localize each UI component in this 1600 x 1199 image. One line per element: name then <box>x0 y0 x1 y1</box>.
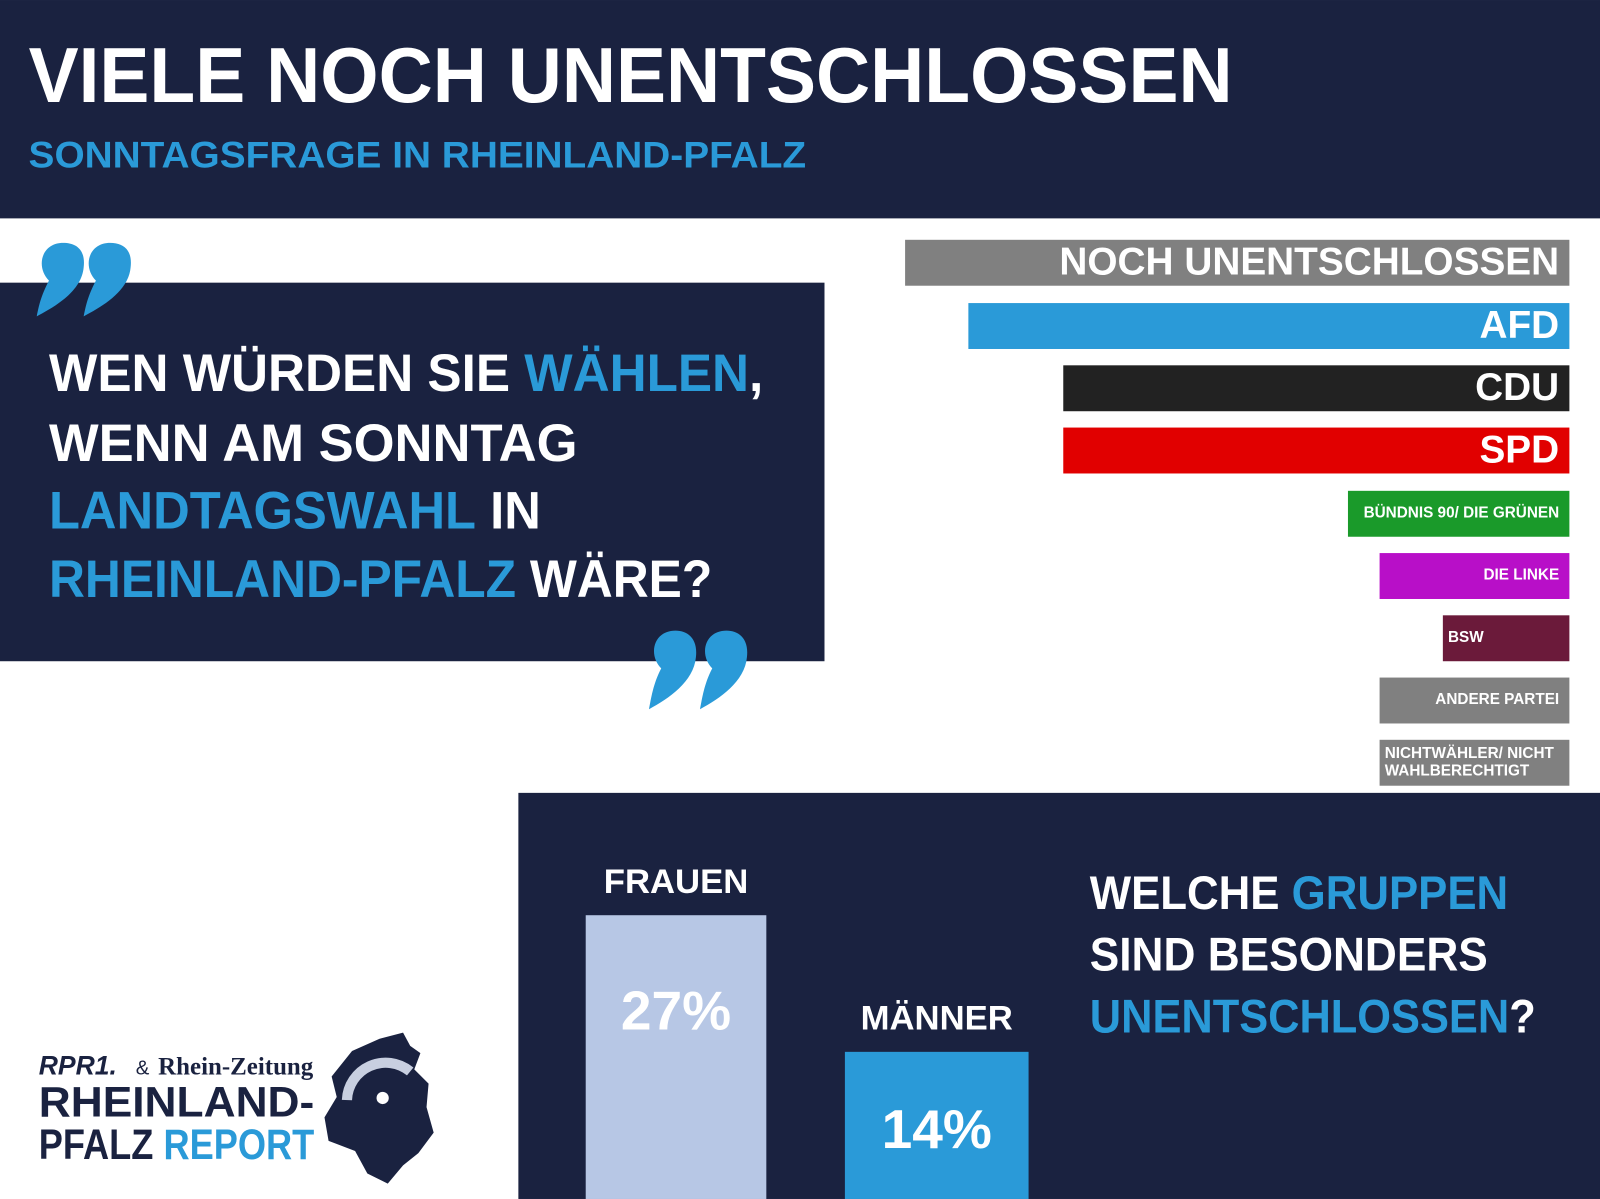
question-line-part: , <box>749 344 763 403</box>
bar-label-box: BSW <box>1447 628 1484 647</box>
quote-close <box>648 630 748 710</box>
groups-title-line-part: UNENTSCHLOSSEN <box>1090 991 1509 1043</box>
bar-label: SPD <box>1479 428 1560 472</box>
bar <box>968 303 1570 349</box>
question-line-part: LANDTAGSWAHL <box>49 482 476 541</box>
bar <box>585 915 767 1199</box>
logo-part: REPORT <box>163 1121 314 1169</box>
bar-label: ANDERE PARTEI <box>1435 691 1560 709</box>
bar-label-box: BÜNDNIS 90/ DIE GRÜNEN <box>1363 504 1560 522</box>
header <box>0 0 1600 219</box>
logo-line: RHEINLAND- <box>39 1078 315 1126</box>
bar-label: DIE LINKE <box>1483 566 1560 584</box>
bar-label-box: NICHTWÄHLER/ NICHT WAHLBERECHTIGT <box>1384 744 1554 780</box>
question-line-part: WENN AM SONNTAG <box>49 414 578 473</box>
quote-open <box>36 242 131 317</box>
category-label: MÄNNER <box>861 999 1013 1037</box>
title: VIELE NOCH UNENTSCHLOSSEN <box>29 33 1233 119</box>
bar <box>1379 553 1570 599</box>
bar <box>1347 490 1570 537</box>
question-line-part: WÄHLEN <box>524 344 749 403</box>
groups-title-line-part: WELCHE <box>1090 867 1292 919</box>
groups-title-line: WELCHE GRUPPEN <box>1090 867 1508 919</box>
groups-title-line-part: ? <box>1509 991 1536 1043</box>
bar <box>1063 365 1570 412</box>
question-line-part: IN <box>476 482 541 541</box>
groups-title-line-part: GRUPPEN <box>1292 867 1509 919</box>
value-label: 27% <box>621 980 731 1042</box>
bar-label: NICHTWÄHLER/ NICHT WAHLBERECHTIGT <box>1384 744 1554 780</box>
question-line-part: WEN WÜRDEN SIE <box>49 344 524 403</box>
subtitle: SONNTAGSFRAGE IN RHEINLAND-PFALZ <box>29 134 807 175</box>
bar-label: AFD <box>1479 303 1560 347</box>
bar-label: BÜNDNIS 90/ DIE GRÜNEN <box>1363 504 1560 522</box>
logo-and: & <box>136 1058 150 1080</box>
question-line: LANDTAGSWAHL IN <box>49 482 541 541</box>
question-line-part: RHEINLAND-PFALZ <box>49 550 516 609</box>
question-line: WEN WÜRDEN SIE WÄHLEN, <box>49 344 763 403</box>
groups-title-line: UNENTSCHLOSSEN? <box>1090 991 1536 1043</box>
bar-label-box: AFD <box>1479 303 1560 347</box>
bar-label-box: SPD <box>1479 428 1560 472</box>
bar <box>905 239 1570 286</box>
bar-label: CDU <box>1475 365 1560 409</box>
logo-needle <box>376 1091 389 1105</box>
question-line-part: WÄRE? <box>516 550 712 609</box>
bar <box>1379 739 1570 786</box>
question-box <box>0 282 825 662</box>
bar <box>1379 677 1570 724</box>
value-label: 14% <box>882 1098 992 1160</box>
logo: RPR1. & Rhein-Zeitung RHEINLAND- PFALZ R… <box>39 1032 434 1184</box>
question-line: WENN AM SONNTAG <box>49 414 578 473</box>
logo-brand: RPR1. <box>39 1051 117 1081</box>
category-label: FRAUEN <box>604 863 749 901</box>
question-line: RHEINLAND-PFALZ WÄRE? <box>49 550 712 609</box>
bar-label-box: DIE LINKE <box>1483 566 1560 584</box>
logo-part: PFALZ <box>39 1121 164 1169</box>
logo-gauge <box>341 1057 414 1101</box>
bar-label: BSW <box>1447 628 1484 647</box>
bar-label-box: ANDERE PARTEI <box>1435 691 1560 709</box>
bar-label-box: NOCH UNENTSCHLOSSEN <box>1059 240 1560 284</box>
bar-label: NOCH UNENTSCHLOSSEN <box>1059 240 1560 284</box>
groups-title-line-part: SIND BESONDERS <box>1090 928 1488 980</box>
bar <box>1442 615 1570 662</box>
bar <box>844 1051 1029 1199</box>
logo-paper: Rhein-Zeitung <box>158 1052 313 1081</box>
bar-label-box: CDU <box>1475 365 1560 409</box>
logo-line: PFALZ REPORT <box>39 1121 315 1169</box>
bar <box>1063 427 1570 474</box>
groups-title-line: SIND BESONDERS <box>1090 928 1488 980</box>
